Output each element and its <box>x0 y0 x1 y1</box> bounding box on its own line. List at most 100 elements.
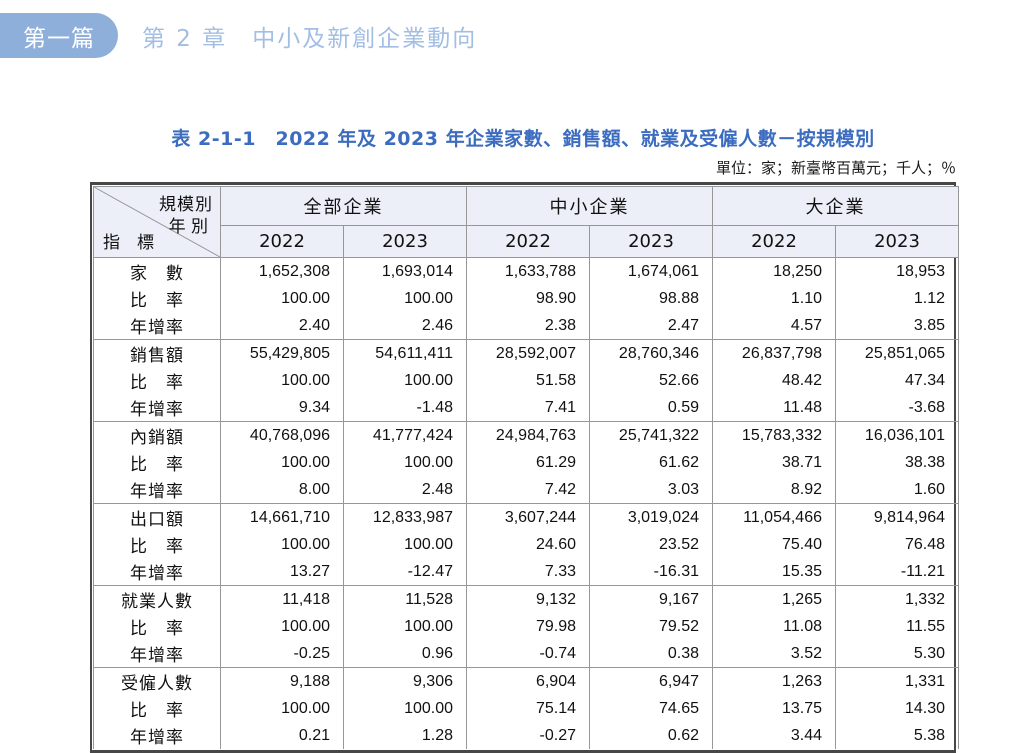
value-cell: 9,306 <box>343 667 467 695</box>
value-cell: 51.58 <box>466 367 590 394</box>
value-cell: 1.60 <box>835 476 959 504</box>
value-cell: -16.31 <box>589 558 713 586</box>
value-cell: 100.00 <box>220 449 344 476</box>
value-cell: 100.00 <box>220 531 344 558</box>
year-header: 2023 <box>835 225 959 258</box>
table-row: 年增率 -0.25 0.96 -0.74 0.38 3.52 5.30 <box>93 640 959 668</box>
row-label: 就業人數 <box>93 585 221 613</box>
value-cell: 1,263 <box>712 667 836 695</box>
value-cell: 61.29 <box>466 449 590 476</box>
value-cell: 1,331 <box>835 667 959 695</box>
value-cell: 24.60 <box>466 531 590 558</box>
value-cell: 9,132 <box>466 585 590 613</box>
table-row: 年增率 8.00 2.48 7.42 3.03 8.92 1.60 <box>93 476 959 504</box>
value-cell: 55,429,805 <box>220 339 344 367</box>
year-header: 2022 <box>712 225 836 258</box>
row-label: 年增率 <box>93 640 221 668</box>
value-cell: 11.08 <box>712 613 836 640</box>
col-group-smes: 中小企業 <box>466 186 713 226</box>
value-cell: -11.21 <box>835 558 959 586</box>
value-cell: 3.03 <box>589 476 713 504</box>
value-cell: 28,592,007 <box>466 339 590 367</box>
year-header: 2023 <box>589 225 713 258</box>
value-cell: 41,777,424 <box>343 421 467 449</box>
value-cell: 9,814,964 <box>835 503 959 531</box>
col-group-all-enterprises: 全部企業 <box>220 186 467 226</box>
value-cell: 12,833,987 <box>343 503 467 531</box>
row-label: 年增率 <box>93 312 221 340</box>
value-cell: -0.25 <box>220 640 344 668</box>
value-cell: 2.40 <box>220 312 344 340</box>
value-cell: 26,837,798 <box>712 339 836 367</box>
value-cell: 47.34 <box>835 367 959 394</box>
value-cell: -0.74 <box>466 640 590 668</box>
value-cell: 11.55 <box>835 613 959 640</box>
corner-cell: 規模別 年 別 指 標 <box>93 186 221 258</box>
value-cell: 98.90 <box>466 285 590 312</box>
value-cell: 5.38 <box>835 722 959 749</box>
value-cell: 98.88 <box>589 285 713 312</box>
indicator-block: 出口額 14,661,710 12,833,987 3,607,244 3,019,02… <box>93 503 959 586</box>
value-cell: 14.30 <box>835 695 959 722</box>
value-cell: -3.68 <box>835 394 959 422</box>
table-row: 比 率 100.00 100.00 75.14 74.65 13.75 14.30 <box>93 695 959 722</box>
value-cell: 6,947 <box>589 667 713 695</box>
part-badge: 第一篇 <box>0 13 118 58</box>
value-cell: 100.00 <box>343 449 467 476</box>
value-cell: 5.30 <box>835 640 959 668</box>
value-cell: 8.00 <box>220 476 344 504</box>
value-cell: 11.48 <box>712 394 836 422</box>
value-cell: 100.00 <box>343 285 467 312</box>
corner-diagonal-line <box>94 187 220 257</box>
value-cell: 15,783,332 <box>712 421 836 449</box>
table-row: 年增率 2.40 2.46 2.38 2.47 4.57 3.85 <box>93 312 959 340</box>
value-cell: 2.48 <box>343 476 467 504</box>
value-cell: 28,760,346 <box>589 339 713 367</box>
table-row: 年增率 13.27 -12.47 7.33 -16.31 15.35 -11.21 <box>93 558 959 586</box>
row-label: 比 率 <box>93 695 221 722</box>
value-cell: 2.47 <box>589 312 713 340</box>
value-cell: 13.75 <box>712 695 836 722</box>
value-cell: 100.00 <box>343 695 467 722</box>
value-cell: 100.00 <box>343 367 467 394</box>
table-row: 年增率 0.21 1.28 -0.27 0.62 3.44 5.38 <box>93 722 959 749</box>
data-table: 規模別 年 別 指 標 全部企業 中小企業 大企業 2022 2023 2022… <box>93 186 959 749</box>
value-cell: 3,019,024 <box>589 503 713 531</box>
value-cell: 1,693,014 <box>343 257 467 285</box>
value-cell: 61.62 <box>589 449 713 476</box>
value-cell: -0.27 <box>466 722 590 749</box>
value-cell: 11,418 <box>220 585 344 613</box>
value-cell: -12.47 <box>343 558 467 586</box>
corner-label-indicator: 指 標 <box>103 233 154 253</box>
table-row: 受僱人數 9,188 9,306 6,904 6,947 1,263 1,331 <box>93 667 959 695</box>
value-cell: 7.41 <box>466 394 590 422</box>
chapter-title: 第 2 章 中小及新創企業動向 <box>142 25 478 52</box>
value-cell: 75.40 <box>712 531 836 558</box>
value-cell: 2.38 <box>466 312 590 340</box>
value-cell: 3.52 <box>712 640 836 668</box>
value-cell: 40,768,096 <box>220 421 344 449</box>
value-cell: 100.00 <box>220 367 344 394</box>
row-label: 銷售額 <box>93 339 221 367</box>
row-label: 家 數 <box>93 257 221 285</box>
value-cell: 1,332 <box>835 585 959 613</box>
value-cell: 74.65 <box>589 695 713 722</box>
indicator-block: 銷售額 55,429,805 54,611,411 28,592,007 28,760,… <box>93 339 959 422</box>
value-cell: 75.14 <box>466 695 590 722</box>
row-label: 年增率 <box>93 558 221 586</box>
value-cell: 3.44 <box>712 722 836 749</box>
row-label: 比 率 <box>93 367 221 394</box>
table-row: 銷售額 55,429,805 54,611,411 28,592,007 28,760,… <box>93 339 959 367</box>
table-row: 年增率 9.34 -1.48 7.41 0.59 11.48 -3.68 <box>93 394 959 422</box>
value-cell: 18,953 <box>835 257 959 285</box>
row-label: 年增率 <box>93 722 221 749</box>
table-row: 比 率 100.00 100.00 61.29 61.62 38.71 38.38 <box>93 449 959 476</box>
value-cell: 25,851,065 <box>835 339 959 367</box>
value-cell: 38.38 <box>835 449 959 476</box>
value-cell: 2.46 <box>343 312 467 340</box>
value-cell: 54,611,411 <box>343 339 467 367</box>
value-cell: 100.00 <box>220 695 344 722</box>
value-cell: 7.42 <box>466 476 590 504</box>
value-cell: 9.34 <box>220 394 344 422</box>
